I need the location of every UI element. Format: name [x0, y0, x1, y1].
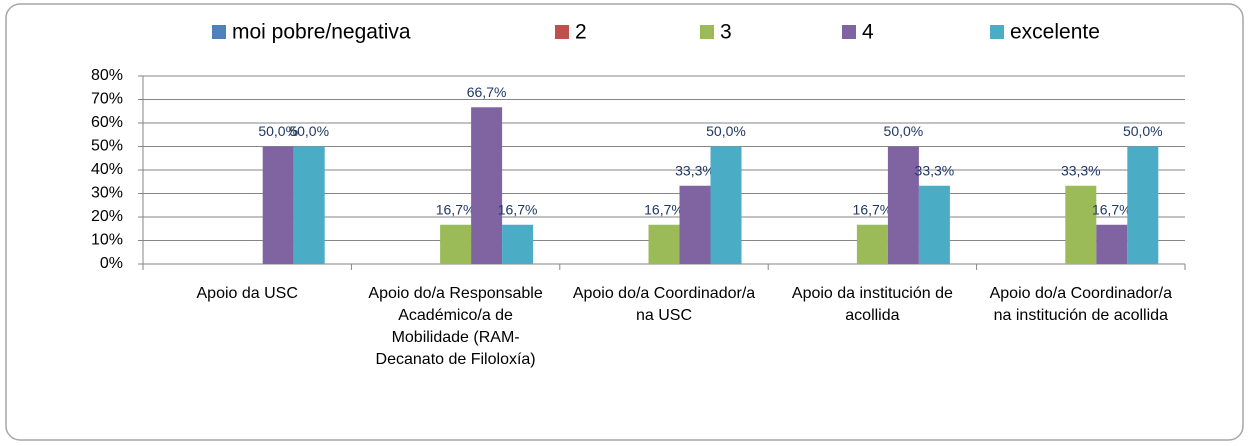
bar [918, 185, 950, 264]
y-tick-label: 40% [91, 161, 123, 178]
x-tick-label: Apoio da USC [197, 285, 298, 302]
y-tick-label: 0% [100, 255, 123, 272]
legend-swatch [212, 25, 226, 39]
y-tick-label: 80% [91, 67, 123, 84]
legend-label: moi pobre/negativa [232, 21, 411, 44]
y-tick-label: 30% [91, 185, 123, 202]
data-label: 50,0% [289, 123, 329, 139]
legend-label: excelente [1010, 21, 1100, 44]
bar [262, 146, 294, 264]
x-tick-label: Apoio do/a Coordinador/a na USC [573, 285, 755, 324]
legend-label: 2 [575, 21, 587, 44]
legend-swatch [555, 25, 569, 39]
legend-label: 3 [720, 21, 732, 44]
data-label: 50,0% [258, 123, 298, 139]
y-tick-label: 20% [91, 208, 123, 225]
bar [1096, 224, 1128, 264]
y-tick-label: 50% [91, 138, 123, 155]
data-label: 66,7% [467, 84, 507, 100]
bar [856, 224, 888, 264]
bar [648, 224, 680, 264]
bar [679, 185, 711, 264]
data-label: 16,7% [644, 201, 684, 217]
data-label: 16,7% [498, 201, 538, 217]
y-tick-label: 10% [91, 232, 123, 249]
bar [1065, 185, 1097, 264]
x-tick-label: Apoio do/a Coordinador/a na institución d… [990, 285, 1172, 324]
bar [440, 224, 472, 264]
data-label: 50,0% [706, 123, 746, 139]
data-label: 50,0% [884, 123, 924, 139]
bar [293, 146, 325, 264]
data-label: 50,0% [1123, 123, 1163, 139]
bar [1127, 146, 1159, 264]
bar [887, 146, 919, 264]
y-tick-label: 60% [91, 114, 123, 131]
legend-swatch [700, 25, 714, 39]
x-tick-label: Apoio do/a Responsable Académico/a de Mobi… [368, 285, 542, 368]
data-label: 16,7% [853, 201, 893, 217]
data-label: 33,3% [675, 162, 715, 178]
bar [502, 224, 534, 264]
data-label: 33,3% [1061, 162, 1101, 178]
data-label: 16,7% [436, 201, 476, 217]
legend-swatch [990, 25, 1004, 39]
legend-swatch [842, 25, 856, 39]
data-label: 33,3% [915, 162, 955, 178]
chart-border [5, 3, 1244, 441]
legend-label: 4 [862, 21, 874, 44]
x-tick-label: Apoio da institución de acollida [792, 285, 953, 324]
data-label: 16,7% [1092, 201, 1132, 217]
y-tick-label: 70% [91, 91, 123, 108]
bar [471, 107, 503, 264]
bar [710, 146, 742, 264]
